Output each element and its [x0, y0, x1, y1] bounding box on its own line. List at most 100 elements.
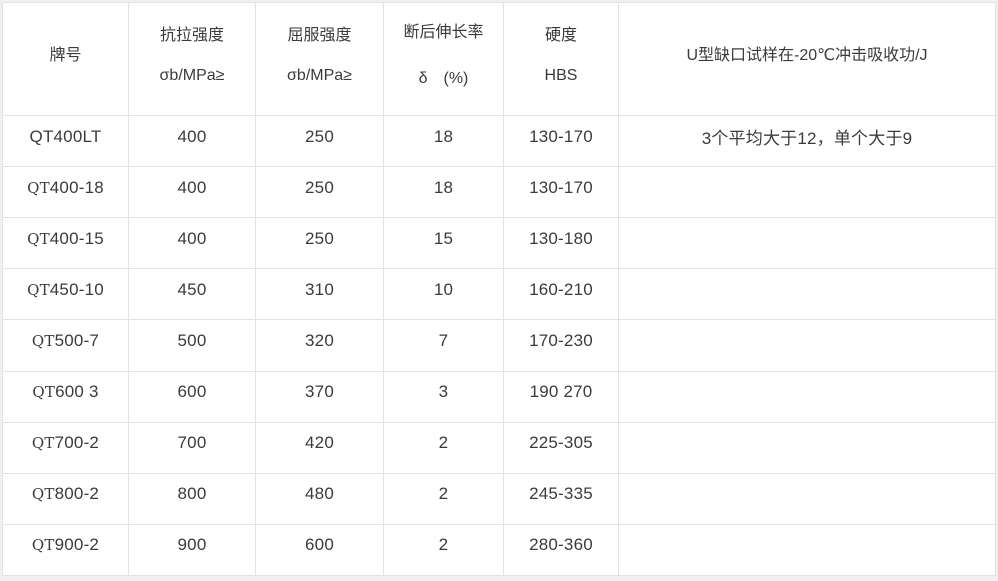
cell-hardness: 190 270 [503, 370, 619, 423]
grade-rest: 400-15 [49, 228, 104, 248]
header-cell-elongation: 断后伸长率 δ (%) [383, 2, 504, 116]
grade-prefix: QT [27, 229, 50, 248]
table-row: QT400-15 400 250 15 130-180 [2, 217, 996, 270]
cell-hardness: 130-170 [503, 114, 619, 168]
cell-hardness: 130-170 [503, 166, 619, 219]
cell-impact [618, 319, 996, 372]
table-row: QT900-2 900 600 2 280-360 [2, 523, 996, 577]
header-line: 抗拉强度 [159, 27, 224, 44]
cell-impact [618, 472, 996, 525]
header-line: 硬度 [544, 27, 577, 44]
cell-hardness: 170-230 [503, 319, 619, 372]
cell-tensile: 900 [128, 523, 256, 577]
cell-elongation: 2 [383, 421, 504, 474]
grade-prefix: QT [32, 383, 56, 402]
cell-impact [618, 421, 996, 474]
grade-rest: 600 3 [55, 382, 99, 402]
cell-yield: 370 [255, 370, 384, 423]
cell-yield: 250 [255, 166, 384, 219]
grade-rest: 700-2 [54, 433, 100, 453]
table-row: QT400LT 400 250 18 130-170 3个平均大于12，单个大于9 [2, 114, 996, 168]
cell-grade: QT600 3 [2, 370, 129, 423]
cell-yield: 250 [255, 114, 384, 168]
cell-grade: QT400-15 [2, 217, 129, 270]
cell-grade: QT800-2 [2, 472, 129, 525]
header-row: 牌号 抗拉强度 σb/MPa≥ 屈服强度 σb/MPa≥ 断后伸长率 δ (%) 硬度 HBS U… [2, 2, 996, 116]
cell-grade: QT400LT [2, 114, 129, 168]
cell-elongation: 2 [383, 523, 504, 577]
cell-tensile: 400 [128, 114, 256, 168]
cell-hardness: 160-210 [503, 268, 619, 321]
header-line: U型缺口试样在-20℃冲击吸收功/J [686, 47, 928, 64]
header-cell-impact: U型缺口试样在-20℃冲击吸收功/J [618, 2, 996, 116]
cell-yield: 420 [255, 421, 384, 474]
header-line: σb/MPa≥ [287, 67, 352, 84]
grade-rest: 800-2 [54, 484, 100, 504]
grade-prefix: QT [31, 331, 55, 350]
header-text-yield: 屈服强度 σb/MPa≥ [257, 4, 383, 104]
header-cell-yield: 屈服强度 σb/MPa≥ [255, 2, 384, 116]
cell-elongation: 3 [383, 370, 504, 423]
cell-tensile: 600 [128, 370, 256, 423]
cell-tensile: 700 [128, 421, 256, 474]
header-line: 断后伸长率 [403, 24, 484, 41]
header-text-grade: 牌号 [4, 4, 128, 104]
grade-prefix: QT [27, 178, 50, 197]
grade-rest: 500-7 [54, 330, 100, 350]
cell-yield: 480 [255, 472, 384, 525]
header-text-elongation: 断后伸长率 δ (%) [385, 4, 503, 104]
cell-hardness: 245-335 [503, 472, 619, 525]
header-text-hardness: 硬度 HBS [505, 4, 618, 104]
cell-impact [618, 166, 996, 219]
cell-yield: 320 [255, 319, 384, 372]
cell-yield: 250 [255, 217, 384, 270]
grade-rest: 400-18 [49, 177, 104, 197]
table-row: QT600 3 600 370 3 190 270 [2, 370, 996, 423]
grade-prefix: QT [31, 434, 55, 453]
header-cell-hardness: 硬度 HBS [503, 2, 619, 116]
cell-impact [618, 268, 996, 321]
cell-tensile: 500 [128, 319, 256, 372]
grade-prefix: QT [27, 280, 50, 299]
table-row: QT500-7 500 320 7 170-230 [2, 319, 996, 372]
table-row: QT400-18 400 250 18 130-170 [2, 166, 996, 219]
cell-tensile: 800 [128, 472, 256, 525]
cell-elongation: 18 [383, 166, 504, 219]
cell-yield: 310 [255, 268, 384, 321]
header-line: δ (%) [418, 70, 469, 87]
table-header: 牌号 抗拉强度 σb/MPa≥ 屈服强度 σb/MPa≥ 断后伸长率 δ (%) 硬度 HBS U… [2, 2, 996, 116]
cell-grade: QT700-2 [2, 421, 129, 474]
cell-impact [618, 370, 996, 423]
header-line: 屈服强度 [287, 27, 352, 44]
table-row: QT800-2 800 480 2 245-335 [2, 472, 996, 525]
cell-impact [618, 523, 996, 577]
cell-tensile: 400 [128, 166, 256, 219]
header-cell-tensile: 抗拉强度 σb/MPa≥ [128, 2, 256, 116]
grade-prefix: QT [31, 536, 55, 555]
header-cell-grade: 牌号 [2, 2, 129, 116]
table-body: QT400LT 400 250 18 130-170 3个平均大于12，单个大于9 QT40… [2, 114, 996, 577]
cell-tensile: 450 [128, 268, 256, 321]
header-line: 牌号 [49, 47, 82, 64]
header-text-tensile: 抗拉强度 σb/MPa≥ [130, 4, 255, 104]
cell-impact: 3个平均大于12，单个大于9 [618, 114, 996, 168]
cell-grade: QT900-2 [2, 523, 129, 577]
cell-hardness: 225-305 [503, 421, 619, 474]
cell-grade: QT450-10 [2, 268, 129, 321]
cell-elongation: 15 [383, 217, 504, 270]
table-row: QT700-2 700 420 2 225-305 [2, 421, 996, 474]
grade-rest: 450-10 [49, 279, 104, 299]
cell-hardness: 280-360 [503, 523, 619, 577]
table-row: QT450-10 450 310 10 160-210 [2, 268, 996, 321]
cell-impact [618, 217, 996, 270]
header-line: σb/MPa≥ [159, 67, 225, 84]
cell-yield: 600 [255, 523, 384, 577]
cell-grade: QT500-7 [2, 319, 129, 372]
cell-hardness: 130-180 [503, 217, 619, 270]
grade-prefix: QT [31, 485, 55, 504]
cell-elongation: 2 [383, 472, 504, 525]
cell-elongation: 7 [383, 319, 504, 372]
cell-elongation: 10 [383, 268, 504, 321]
